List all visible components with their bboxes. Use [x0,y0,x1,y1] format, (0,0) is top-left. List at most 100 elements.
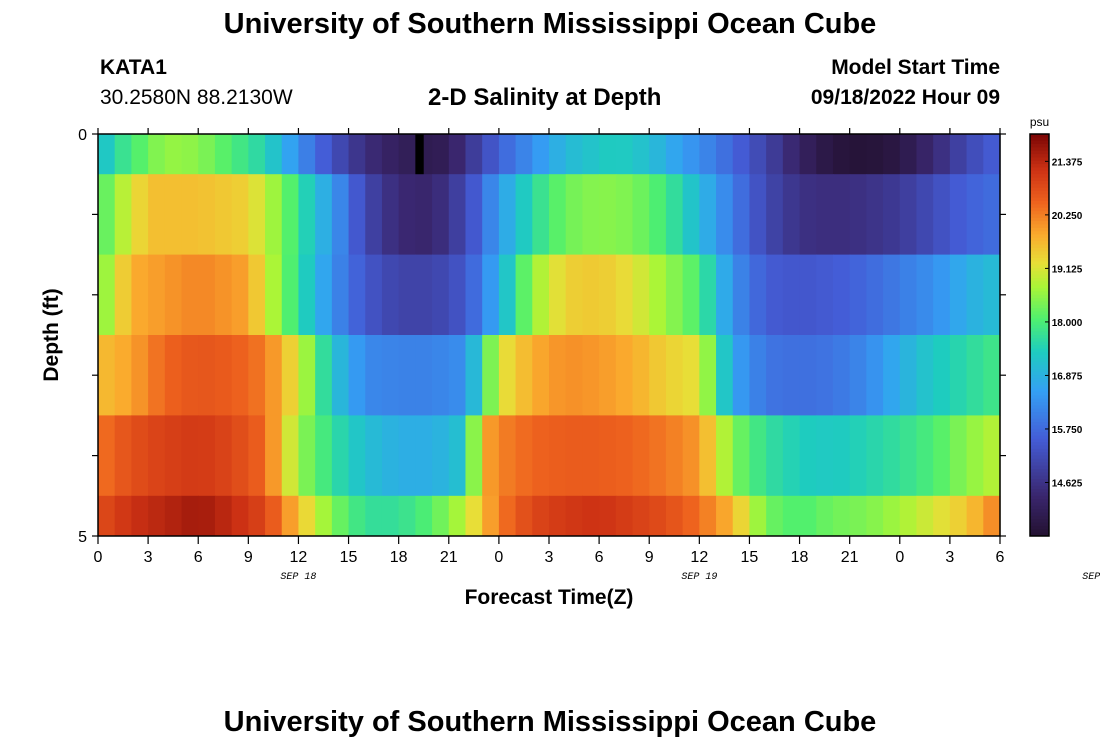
heatmap-cell [949,335,968,416]
station-id: KATA1 [100,56,167,79]
heatmap-cell [265,134,283,175]
heatmap-cell [98,134,116,175]
colorbar-segment [1030,495,1049,500]
heatmap-cell [816,174,834,255]
heatmap-cell [298,335,316,416]
heatmap-cell [381,335,400,416]
heatmap-cell [816,335,834,416]
colorbar-segment [1030,314,1049,319]
x-tick-label: 9 [244,549,253,566]
heatmap-cell [615,134,634,175]
heatmap-cell [198,415,216,497]
heatmap-cell [398,495,416,537]
colorbar-segment [1030,137,1049,142]
colorbar-segment [1030,207,1049,212]
heatmap-cell [98,495,116,537]
heatmap-cell [498,495,517,537]
colorbar-segment [1030,525,1049,530]
heatmap-cell [582,495,600,537]
x-tick-label: 21 [440,549,458,566]
colorbar-segment [1030,398,1049,403]
heatmap-cell [766,335,784,416]
colorbar-segment [1030,432,1049,436]
heatmap-cell [866,254,884,336]
heatmap-cell [665,495,684,537]
heatmap-cell [899,335,918,416]
heatmap-cell [549,134,567,175]
heatmap-cell [883,254,901,336]
heatmap-cell [448,335,467,416]
heatmap-cell [716,415,734,497]
heatmap-cell [832,254,851,336]
heatmap-cell [699,495,717,537]
colorbar-segment [1030,167,1049,172]
x-date-label: SEP 20 [1082,572,1100,583]
heatmap-cell [265,174,283,255]
colorbar-segment [1030,428,1049,433]
heatmap-cell [298,495,316,537]
heatmap-cell [632,174,650,255]
heatmap-cell [281,254,300,336]
colorbar-segment [1030,301,1049,306]
heatmap-cell [549,495,567,537]
colorbar-segment [1030,378,1049,383]
colorbar-segment [1030,214,1049,219]
heatmap-cell [599,134,617,175]
heatmap-cell [565,174,583,255]
heatmap-cell [766,495,784,537]
heatmap-cell [515,495,533,537]
colorbar-segment [1030,532,1049,537]
heatmap-cell [983,415,1001,497]
colorbar-segment [1030,331,1049,336]
heatmap-cell [164,134,183,175]
heatmap-cell [515,335,533,416]
colorbar-segment [1030,308,1049,313]
heatmap-cell [799,134,817,175]
x-tick-label: 18 [390,549,408,566]
heatmap-cell [114,134,132,175]
x-tick-label: 3 [945,549,954,566]
heatmap-cell [849,335,867,416]
heatmap-cell [98,254,116,336]
heatmap-cell [415,254,433,336]
heatmap-cell [682,254,700,336]
colorbar-tick-label: 14.625 [1052,478,1083,489]
heatmap-cell [682,415,700,497]
heatmap-cell [365,495,383,537]
heatmap-cell [632,134,650,175]
heatmap-cell [682,335,700,416]
colorbar-segment [1030,254,1049,259]
colorbar-segment [1030,361,1049,366]
heatmap-cell [532,174,550,255]
heatmap-cell [682,495,700,537]
colorbar-tick-label: 19.125 [1052,264,1083,275]
heatmap-cell [866,134,884,175]
heatmap-cell [198,134,216,175]
heatmap-cell [164,174,183,255]
heatmap-cell [933,495,951,537]
x-tick-label: 0 [895,549,904,566]
colorbar-segment [1030,261,1049,266]
colorbar-segment [1030,402,1049,406]
heatmap-cell [348,495,366,537]
colorbar-segment [1030,194,1049,199]
colorbar-segment [1030,180,1049,185]
heatmap-cell [331,254,350,336]
x-axis-label: Forecast Time(Z) [465,586,634,609]
heatmap-cell [181,174,199,255]
heatmap-cell [432,415,450,497]
x-tick-label: 0 [94,549,103,566]
heatmap-cell [883,415,901,497]
colorbar-segment [1030,190,1049,195]
missing-data-marker [415,134,424,175]
colorbar-segment [1030,221,1049,225]
colorbar-segment [1030,160,1049,165]
heatmap-cell [398,335,416,416]
x-tick-label: 12 [690,549,708,566]
heatmap-cell [365,415,383,497]
heatmap-cell [832,174,851,255]
heatmap-cell [98,174,116,255]
heatmap-cell [782,134,801,175]
heatmap-cell [699,254,717,336]
colorbar-segment [1030,234,1049,239]
